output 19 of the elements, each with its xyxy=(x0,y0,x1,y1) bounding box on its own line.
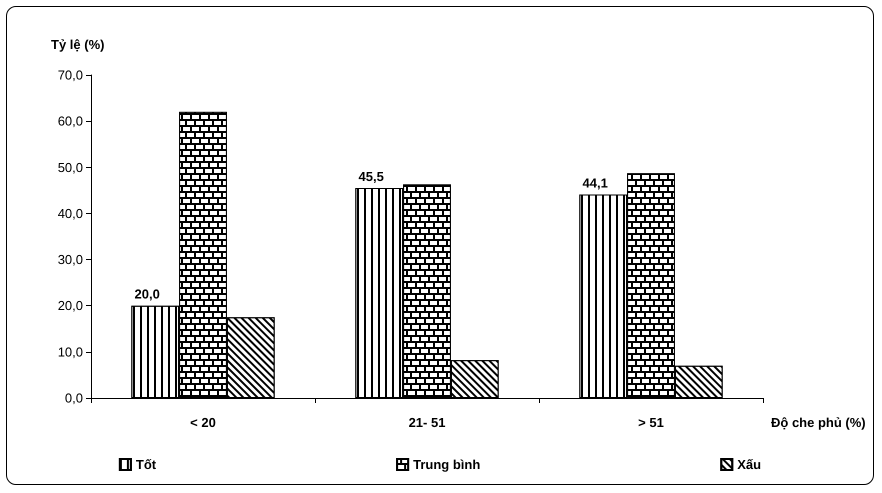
legend-label: Trung bình xyxy=(413,457,480,472)
legend-label: Xấu xyxy=(737,457,762,472)
y-tick-label: 10,0 xyxy=(58,344,83,360)
y-tick-label: 70,0 xyxy=(58,68,83,82)
data-label: 44,1 xyxy=(582,176,608,191)
x-tick-label: 21- 51 xyxy=(408,415,446,430)
data-label: 20,0 xyxy=(134,286,160,302)
y-tick-label: 50,0 xyxy=(58,160,83,175)
y-tick-label: 0,0 xyxy=(64,390,83,406)
x-tick-label: < 20 xyxy=(190,415,216,430)
y-tick-label: 60,0 xyxy=(58,114,83,129)
data-label: 45,5 xyxy=(358,169,384,184)
y-tick-label: 40,0 xyxy=(58,206,83,221)
x-axis-title: Độ che phủ (%) xyxy=(771,415,866,430)
y-axis-title: Tỷ lệ (%) xyxy=(51,37,104,52)
legend-label: Tốt xyxy=(136,457,157,472)
y-tick-label: 20,0 xyxy=(58,298,83,314)
y-tick-label: 30,0 xyxy=(58,252,83,268)
x-tick-label: > 51 xyxy=(638,415,664,430)
